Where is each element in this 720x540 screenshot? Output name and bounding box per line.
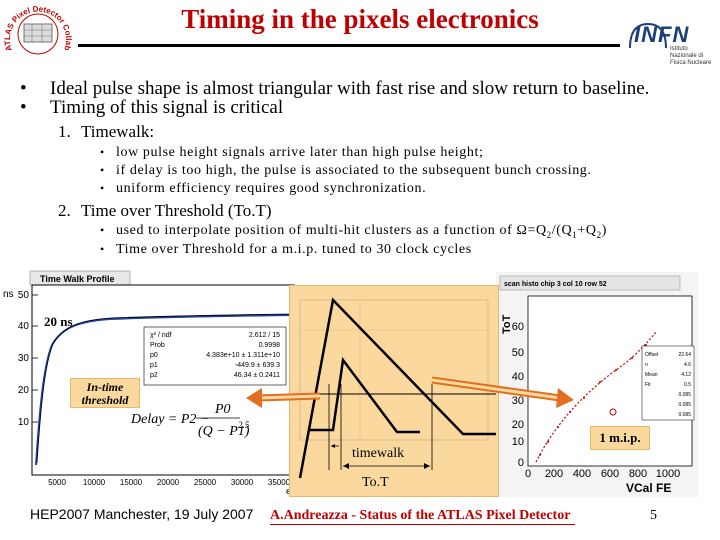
- ytick: 10: [18, 417, 30, 428]
- xtick: 600: [601, 468, 619, 480]
- bullet-text: Timing of this signal is critical: [50, 97, 284, 118]
- pulse-schematic: [289, 285, 499, 497]
- ytick: 30: [18, 353, 30, 364]
- timewalk-label: timewalk: [352, 446, 405, 461]
- footer-underline: [270, 524, 575, 525]
- xtick: 5000: [48, 478, 66, 487]
- xtick: 15000: [120, 478, 143, 487]
- tot-vcal-plot: scan histo chip 3 col 10 row 52 ToT 60 5…: [496, 272, 698, 497]
- in-time-threshold-label: In-time threshold: [70, 378, 140, 408]
- left-plot-xlabel: e: [286, 486, 291, 496]
- svg-text:0.085: 0.085: [678, 412, 691, 418]
- ytick: 40: [512, 371, 524, 383]
- svg-text:P0: P0: [214, 402, 231, 417]
- sub-item: • Time over Threshold for a m.i.p. tuned …: [100, 242, 472, 257]
- xtick: 400: [573, 468, 591, 480]
- sub-item: • used to interpolate position of multi-…: [100, 223, 607, 240]
- sub-item-text: uniform efficiency requires good synchro…: [116, 181, 427, 196]
- svg-text:0.085: 0.085: [678, 402, 691, 408]
- numbered-item-tot: 2. Time over Threshold (To.T): [58, 201, 272, 221]
- numbered-title: Time over Threshold (To.T): [81, 201, 272, 220]
- left-plot-title: Time Walk Profile: [40, 274, 115, 284]
- svg-text:2.5: 2.5: [238, 420, 250, 430]
- bullet-dot: •: [20, 97, 27, 118]
- infn-logo: INFN Istituto Nazionale di Fisica Nuclea…: [628, 18, 716, 68]
- xtick: 30000: [231, 478, 254, 487]
- svg-text:(Q − P1): (Q − P1): [198, 424, 250, 439]
- svg-text:-449.9 ± 639.3: -449.9 ± 639.3: [235, 362, 280, 369]
- right-plot-title: scan histo chip 3 col 10 row 52: [504, 281, 607, 288]
- ytick: 10: [512, 436, 524, 448]
- atlas-pixel-logo: ATLAS Pixel Detector Collaboration: [0, 0, 74, 72]
- svg-text:Delay = P2 −: Delay = P2 −: [130, 412, 209, 427]
- xtick: 25000: [194, 478, 217, 487]
- xtick: 200: [545, 468, 563, 480]
- svg-text:Offset: Offset: [645, 352, 659, 358]
- ytick: 50: [18, 290, 30, 301]
- svg-text:0.5: 0.5: [684, 382, 691, 388]
- svg-text:n: n: [645, 362, 648, 368]
- left-plot-ylabel: ns: [3, 289, 14, 300]
- page-title: Timing in the pixels electronics: [181, 4, 539, 34]
- infn-logo-subtext: Istituto Nazionale di Fisica Nucleare: [670, 46, 712, 66]
- sub-item: • if delay is too high, the pulse is asso…: [100, 163, 592, 178]
- timewalk-profile-plot: Time Walk Profile ns 50 40 30 20 10 5000…: [0, 265, 300, 497]
- svg-text:0.085: 0.085: [678, 392, 691, 398]
- svg-text:χ² / ndf: χ² / ndf: [150, 332, 172, 339]
- svg-text:Fit: Fit: [645, 382, 651, 388]
- numbered-title: Timewalk:: [81, 122, 155, 141]
- svg-text:4.6: 4.6: [684, 362, 691, 368]
- footer-conference: HEP2007 Manchester, 19 July 2007: [30, 506, 254, 522]
- delay-20ns-label: 20 ns: [44, 314, 73, 329]
- svg-text:2.612 / 15: 2.612 / 15: [249, 332, 280, 339]
- xtick: 800: [629, 468, 647, 480]
- numbered-index: 2.: [58, 201, 71, 220]
- sub-item-text: if delay is too high, the pulse is assoc…: [116, 163, 592, 178]
- svg-text:p1: p1: [150, 362, 158, 369]
- ytick: 20: [512, 419, 524, 431]
- svg-text:46.34 ± 0.2411: 46.34 ± 0.2411: [234, 372, 280, 379]
- svg-text:4.383e+10 ± 1.311e+10: 4.383e+10 ± 1.311e+10: [206, 352, 280, 359]
- ytick: 30: [512, 395, 524, 407]
- svg-text:0.9998: 0.9998: [259, 342, 281, 349]
- page-number: 5: [650, 508, 657, 523]
- ytick: 60: [512, 321, 524, 333]
- sub-item-text: used to interpolate position of multi-hi…: [116, 223, 607, 240]
- bullet-text: Ideal pulse shape is almost triangular w…: [50, 78, 650, 99]
- svg-text:4.12: 4.12: [681, 372, 691, 378]
- sub-item-text: low pulse height signals arrive later th…: [116, 145, 484, 160]
- numbered-item-timewalk: 1. Timewalk:: [58, 122, 154, 142]
- sub-item: • uniform efficiency requires good synchr…: [100, 181, 427, 196]
- right-plot-ylabel: ToT: [501, 314, 513, 334]
- title-divider: [78, 44, 620, 47]
- infn-logo-text: INFN: [634, 22, 690, 47]
- footer-talk-title: A.Andreazza - Status of the ATLAS Pixel …: [270, 508, 571, 523]
- ytick: 0: [518, 457, 524, 469]
- xtick: 20000: [157, 478, 180, 487]
- svg-text:Prob: Prob: [150, 342, 165, 349]
- numbered-index: 1.: [58, 122, 71, 141]
- svg-text:22.64: 22.64: [678, 352, 691, 358]
- xtick: 1000: [656, 468, 680, 480]
- svg-text:p0: p0: [150, 352, 158, 359]
- bullet-dot: •: [20, 78, 27, 99]
- tot-label: To.T: [362, 475, 389, 490]
- delay-formula: Delay = P2 − P0 (Q − P1) 2.5: [130, 402, 250, 439]
- sub-item-text: Time over Threshold for a m.i.p. tuned t…: [116, 242, 472, 257]
- xtick: 35000: [268, 478, 291, 487]
- svg-text:Mean: Mean: [645, 372, 658, 378]
- svg-text:p2: p2: [150, 372, 158, 379]
- mip-label: 1 m.i.p.: [590, 426, 650, 450]
- sub-item: • low pulse height signals arrive later t…: [100, 145, 484, 160]
- ytick: 40: [18, 321, 30, 332]
- right-plot-xlabel: VCal FE: [626, 481, 671, 495]
- ytick: 50: [512, 347, 524, 359]
- ytick: 20: [18, 385, 30, 396]
- xtick: 0: [525, 468, 531, 480]
- xtick: 10000: [83, 478, 106, 487]
